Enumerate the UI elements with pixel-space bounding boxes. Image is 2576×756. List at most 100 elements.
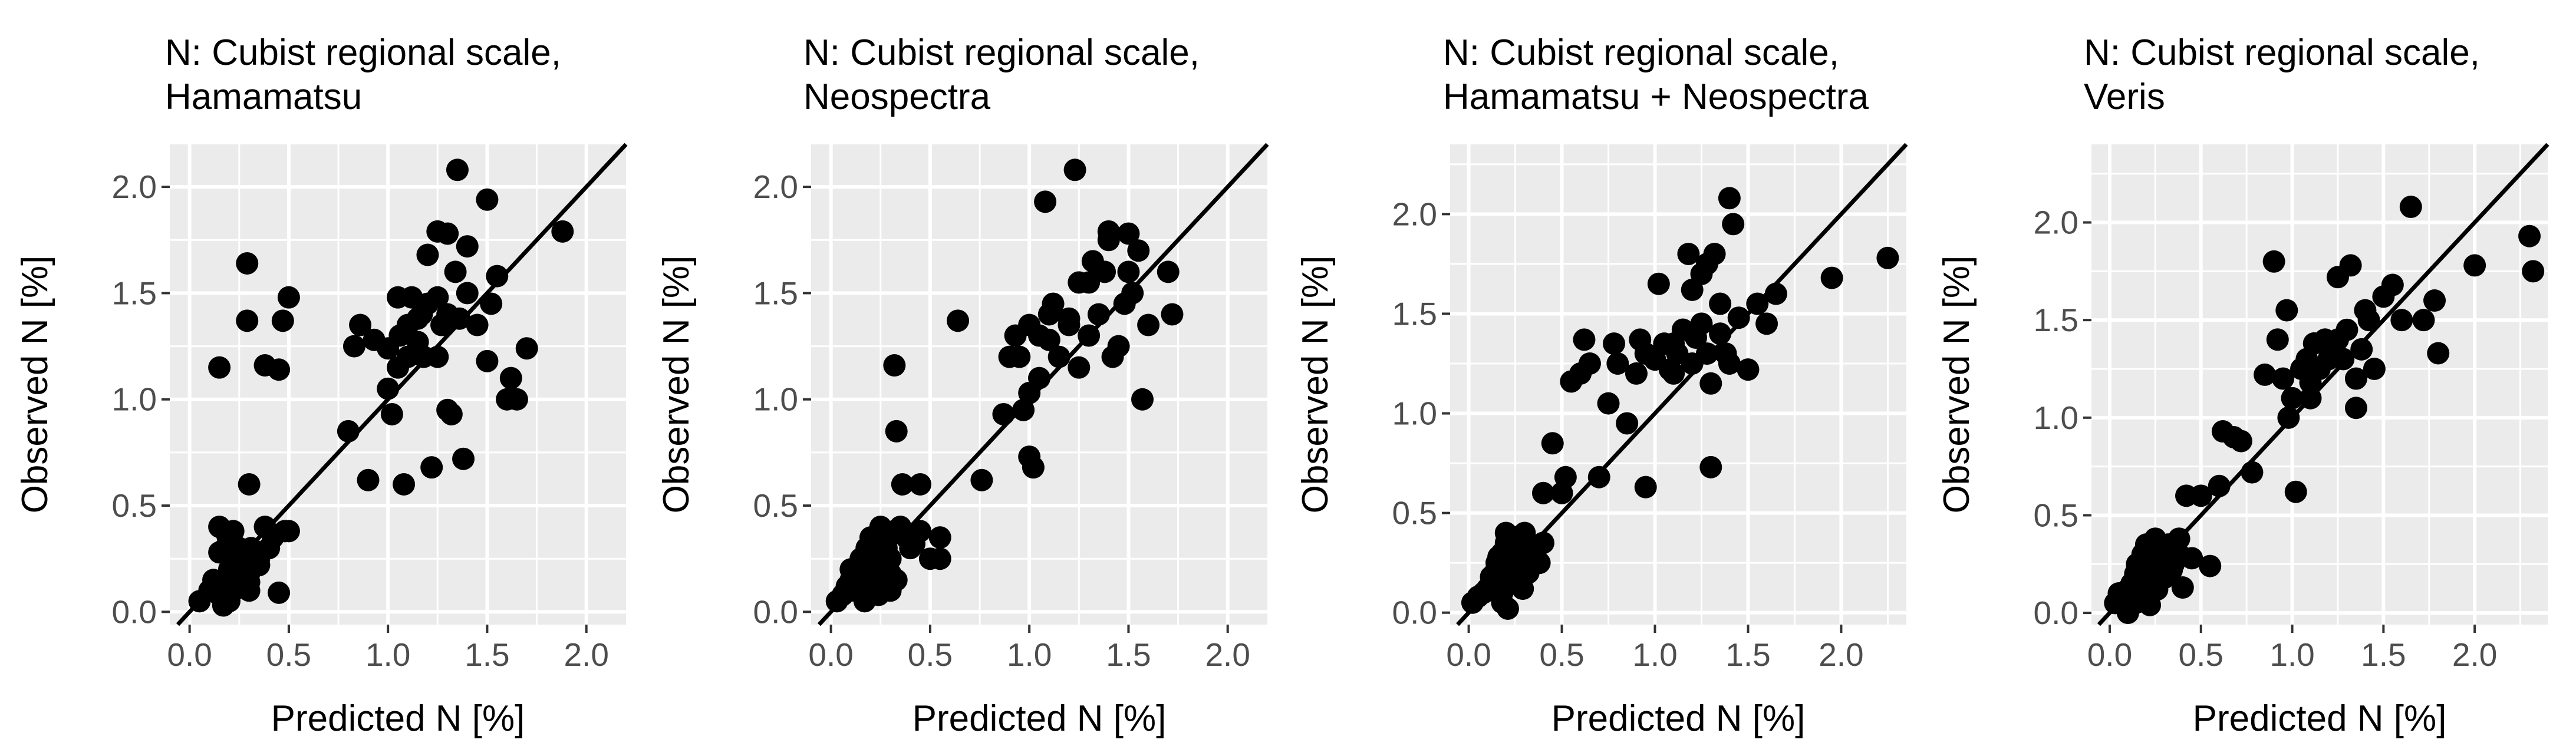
data-point bbox=[1690, 312, 1713, 335]
data-point bbox=[851, 549, 874, 572]
y-tick-label: 1.0 bbox=[753, 381, 798, 418]
data-point bbox=[885, 420, 908, 443]
data-point bbox=[440, 402, 463, 425]
chart-panel-3: N: Cubist regional scale,Hamamatsu + Neo… bbox=[1295, 32, 1908, 739]
data-point bbox=[505, 388, 528, 411]
x-tick-label: 0.0 bbox=[2087, 636, 2132, 673]
data-point bbox=[1718, 352, 1741, 375]
x-tick-label: 2.0 bbox=[564, 636, 608, 673]
x-tick-label: 1.5 bbox=[465, 636, 509, 673]
data-point bbox=[1117, 260, 1140, 283]
y-axis-title: Observed N [%] bbox=[1936, 256, 1977, 514]
data-point bbox=[1506, 557, 1529, 580]
data-point bbox=[387, 356, 409, 379]
data-point bbox=[377, 377, 400, 400]
data-point bbox=[480, 292, 503, 315]
data-point bbox=[444, 260, 467, 283]
data-point bbox=[499, 367, 522, 389]
data-point bbox=[867, 583, 890, 606]
data-point bbox=[1699, 372, 1722, 395]
data-point bbox=[1531, 481, 1554, 504]
data-point bbox=[992, 402, 1015, 425]
data-point bbox=[208, 356, 231, 379]
data-point bbox=[1137, 313, 1160, 336]
y-tick-label: 1.0 bbox=[1392, 395, 1437, 432]
data-point bbox=[1746, 292, 1769, 315]
data-point bbox=[271, 309, 294, 332]
x-tick-label: 2.0 bbox=[1205, 636, 1250, 673]
x-axis-title: Predicted N [%] bbox=[1551, 698, 1806, 739]
data-point bbox=[1047, 345, 1070, 368]
data-point bbox=[208, 541, 231, 564]
data-point bbox=[1157, 260, 1180, 283]
data-point bbox=[446, 159, 469, 181]
data-point bbox=[1709, 322, 1732, 345]
data-point bbox=[2363, 357, 2386, 380]
y-tick-label: 0.5 bbox=[753, 487, 798, 524]
data-point bbox=[1764, 282, 1787, 305]
data-point bbox=[928, 547, 951, 570]
data-point bbox=[1078, 324, 1101, 347]
data-point bbox=[2463, 254, 2486, 277]
data-point bbox=[1699, 455, 1722, 478]
y-tick-label: 1.0 bbox=[112, 381, 157, 418]
x-tick-label: 0.5 bbox=[266, 636, 311, 673]
data-point bbox=[2381, 273, 2404, 296]
data-point bbox=[1087, 303, 1110, 326]
data-point bbox=[1606, 352, 1629, 375]
x-tick-label: 1.0 bbox=[1632, 636, 1677, 673]
chart-panel-4: N: Cubist regional scale,Veris 0.0 0.5 1.0 1… bbox=[1936, 32, 2549, 739]
data-point bbox=[2357, 309, 2380, 332]
data-point bbox=[1737, 358, 1760, 381]
data-point bbox=[1709, 292, 1732, 315]
panel-title-line: N: Cubist regional scale, bbox=[165, 32, 561, 73]
data-point bbox=[2171, 576, 2194, 599]
data-point bbox=[2344, 367, 2367, 390]
data-point bbox=[1511, 577, 1534, 600]
data-point bbox=[2149, 553, 2172, 576]
data-point bbox=[452, 447, 475, 470]
data-point bbox=[412, 345, 435, 368]
data-point bbox=[2262, 250, 2285, 273]
data-point bbox=[2199, 554, 2222, 577]
data-point bbox=[1513, 521, 1536, 544]
y-tick-label: 1.5 bbox=[112, 275, 157, 311]
y-tick-label: 2.0 bbox=[753, 169, 798, 205]
panel-title-line: Hamamatsu + Neospectra bbox=[1443, 77, 1869, 117]
data-point bbox=[1131, 388, 1154, 411]
data-point bbox=[1078, 271, 1101, 294]
y-axis-title: Observed N [%] bbox=[15, 256, 55, 514]
data-point bbox=[2427, 342, 2450, 365]
x-tick-label: 0.0 bbox=[1446, 636, 1491, 673]
data-point bbox=[1681, 278, 1704, 301]
y-axis-title: Observed N [%] bbox=[656, 256, 697, 514]
x-tick-label: 0.5 bbox=[1539, 636, 1584, 673]
data-point bbox=[1662, 332, 1685, 355]
data-point bbox=[2390, 309, 2413, 332]
data-point bbox=[1042, 292, 1065, 315]
y-tick-label: 0.0 bbox=[753, 593, 798, 630]
data-point bbox=[1662, 362, 1685, 385]
data-point bbox=[277, 520, 300, 543]
y-axis-title: Observed N [%] bbox=[1295, 256, 1336, 514]
data-point bbox=[466, 313, 489, 336]
y-tick-label: 0.0 bbox=[2034, 595, 2078, 631]
data-point bbox=[233, 575, 256, 598]
data-point bbox=[268, 581, 291, 604]
y-tick-label: 1.0 bbox=[2034, 400, 2078, 436]
data-point bbox=[2254, 363, 2277, 386]
data-point bbox=[1117, 222, 1140, 245]
y-tick-label: 1.5 bbox=[753, 275, 798, 311]
y-tick-label: 0.0 bbox=[1392, 595, 1437, 631]
data-point bbox=[1127, 239, 1150, 262]
data-point bbox=[393, 473, 416, 496]
data-point bbox=[2266, 328, 2289, 351]
data-point bbox=[1161, 303, 1184, 326]
data-point bbox=[357, 468, 380, 491]
data-point bbox=[1008, 345, 1031, 368]
panel-title-line: Hamamatsu bbox=[165, 77, 362, 117]
y-tick-label: 1.5 bbox=[2034, 302, 2078, 338]
data-point bbox=[1876, 246, 1899, 269]
data-point bbox=[2241, 461, 2264, 484]
